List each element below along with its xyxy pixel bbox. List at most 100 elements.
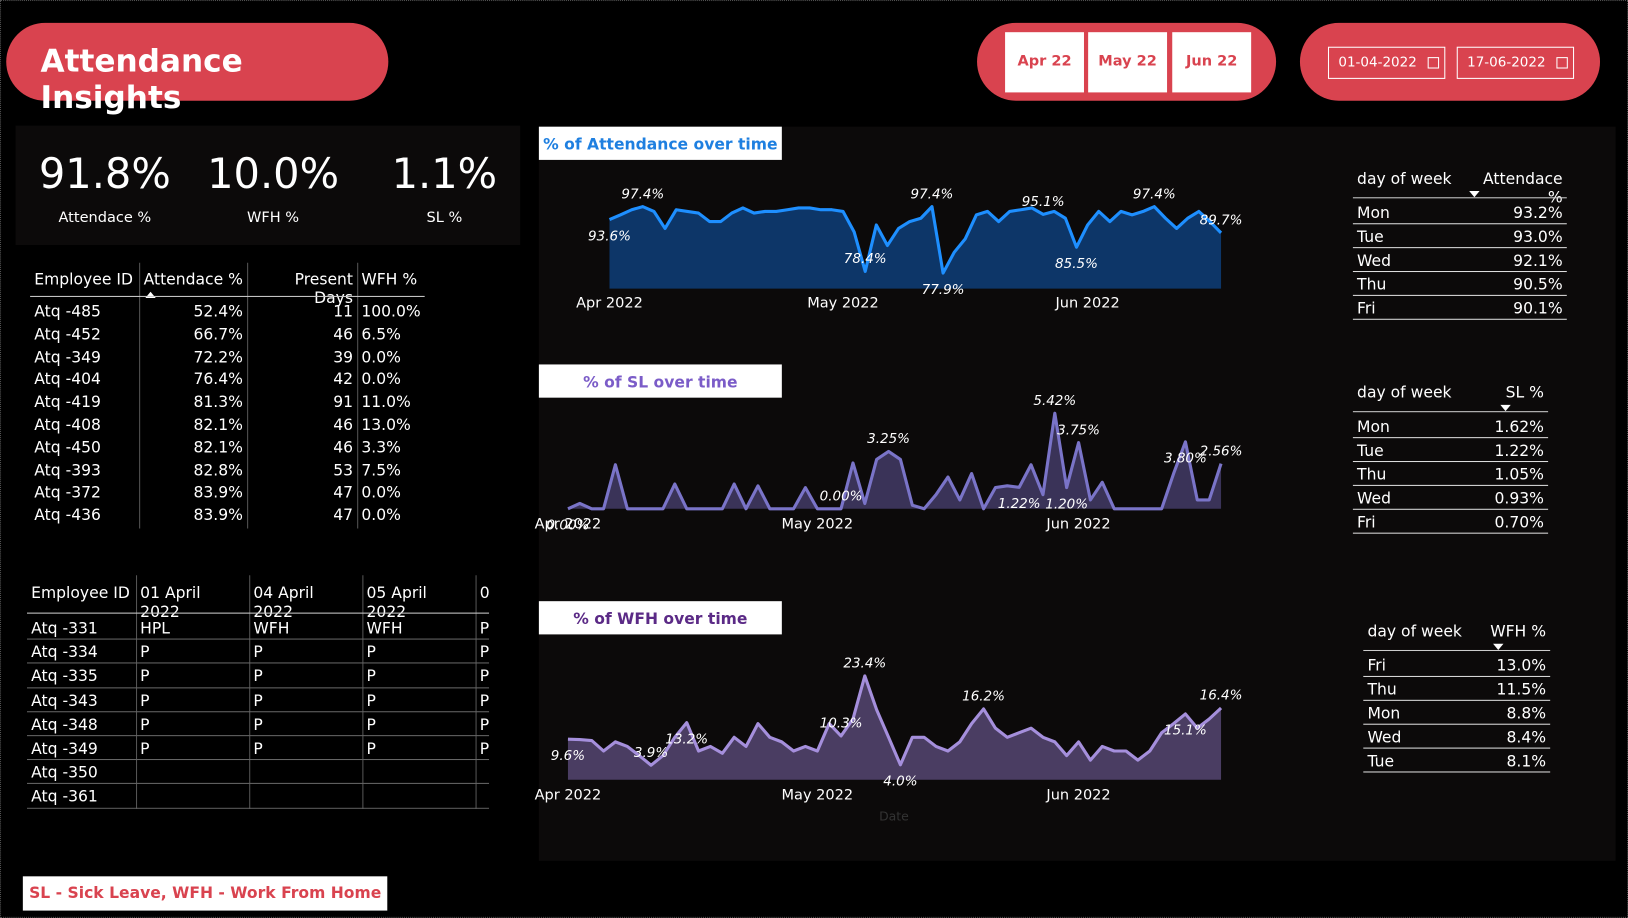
header-rule: [1352, 197, 1567, 199]
table-cell: 0.0%: [361, 505, 401, 525]
x-tick-label: May 2022: [807, 295, 879, 311]
table-cell: 82.8%: [193, 460, 243, 480]
table-cell: Thu: [1367, 680, 1397, 699]
table-cell: Atq -350: [31, 763, 98, 783]
area-fill: [567, 413, 1222, 509]
month-label: May 22: [1098, 52, 1157, 70]
table-cell: 53: [333, 460, 354, 480]
header-cell: Employee ID: [31, 583, 130, 603]
table-cell: Tue: [1367, 751, 1395, 771]
table-cell: P: [140, 666, 150, 686]
table-cell: P: [366, 666, 376, 686]
data-label: 95.1%: [1022, 194, 1065, 210]
data-label: 16.4%: [1200, 688, 1243, 704]
data-label: 16.2%: [962, 689, 1005, 705]
table-cell: P: [253, 666, 263, 686]
table-cell: 83.9%: [193, 505, 243, 525]
table-cell: 8.8%: [1506, 703, 1547, 723]
x-tick-label: Jun 2022: [1054, 295, 1119, 311]
table-cell: Atq -452: [34, 324, 101, 344]
kpi-value: 10.0%: [207, 150, 340, 199]
x-tick-label: May 2022: [782, 516, 854, 532]
chart-title-box: [538, 601, 782, 635]
header-cell: day of week: [1357, 383, 1452, 402]
table-cell: Atq -436: [34, 505, 101, 525]
table-cell: 76.4%: [193, 370, 243, 389]
data-label: 13.2%: [665, 731, 708, 747]
row-rule: [1363, 699, 1551, 701]
table-cell: Atq -408: [34, 415, 101, 435]
x-axis-title: Date: [879, 808, 909, 823]
table-cell: WFH: [253, 618, 290, 638]
table-cell: Tue: [1357, 227, 1384, 247]
month-button[interactable]: May 22: [1088, 32, 1168, 93]
table-cell: 0.0%: [361, 370, 401, 389]
row-rule: [26, 807, 490, 809]
month-button[interactable]: Jun 22: [1172, 32, 1252, 93]
data-label: 23.4%: [843, 656, 886, 672]
header-rule: [1352, 411, 1549, 413]
column-divider: [362, 575, 364, 809]
table-cell: 1.62%: [1494, 417, 1544, 437]
table-cell: 11.5%: [1496, 680, 1547, 699]
header-cell: SL %: [1505, 383, 1544, 402]
x-tick-label: Apr 2022: [535, 516, 602, 532]
row-rule: [26, 686, 490, 688]
month-button[interactable]: Apr 22: [1005, 32, 1084, 93]
table-cell: Atq -348: [31, 715, 98, 734]
data-label: 3.75%: [1057, 422, 1100, 438]
x-tick-label: Jun 2022: [1045, 516, 1110, 532]
employee-table-panel: Employee ID Attendace % Present Days WFH % A…: [15, 262, 521, 529]
data-label: 5.42%: [1033, 393, 1076, 409]
column-divider: [249, 575, 251, 809]
table-cell: 46: [333, 437, 354, 457]
table-cell: Fri: [1357, 512, 1376, 532]
area-line: [608, 205, 1223, 275]
table-cell: P: [479, 618, 490, 638]
table-cell: Atq -393: [34, 460, 101, 480]
table-cell: 100.0%: [361, 302, 421, 321]
table-cell: P: [253, 739, 263, 758]
dow-table: day of week SL % Mon 1.62% Tue 1.22% Thu 1.05% W…: [1352, 379, 1549, 545]
kpi-label: SL %: [426, 209, 463, 227]
table-cell: 13.0%: [1496, 656, 1547, 675]
table-cell: 0.0%: [361, 483, 401, 502]
data-label: 1.20%: [1045, 496, 1088, 512]
table-cell: P: [253, 715, 263, 734]
header-cell: Attendace %: [143, 269, 243, 289]
data-label: 15.1%: [1164, 723, 1207, 739]
chart-title-box: [538, 126, 782, 160]
chart-title: % of SL over time: [583, 373, 737, 391]
sort-arrow: [145, 291, 156, 298]
header-cell: WFH %: [361, 269, 418, 289]
table-cell: 8.1%: [1506, 751, 1547, 771]
table-cell: Wed: [1357, 489, 1392, 508]
table-cell: 91: [333, 392, 354, 412]
table-cell: Tue: [1357, 441, 1384, 460]
data-label: 77.9%: [922, 282, 965, 298]
table-cell: Atq -343: [31, 691, 98, 710]
table-cell: Atq -419: [34, 392, 101, 412]
date-box[interactable]: 17-06-2022: [1456, 46, 1575, 79]
area-line: [567, 411, 1223, 511]
row-rule: [1363, 675, 1551, 677]
data-label: 97.4%: [1133, 186, 1176, 202]
table-cell: 8.4%: [1506, 727, 1547, 747]
chart-title: % of WFH over time: [573, 610, 747, 628]
header-rule: [1363, 649, 1551, 652]
kpi-label: Attendace %: [58, 209, 152, 227]
data-label: 97.4%: [911, 186, 954, 202]
table-cell: Fri: [1357, 299, 1376, 318]
header-cell: day of week: [1357, 169, 1452, 188]
data-label: 3.9%: [634, 745, 668, 761]
x-tick-label: Apr 2022: [576, 295, 643, 311]
x-tick-label: Jun 2022: [1045, 787, 1110, 803]
data-label: 10.3%: [820, 716, 863, 732]
date-box[interactable]: 01-04-2022: [1327, 46, 1446, 79]
table-cell: P: [366, 739, 376, 758]
table-cell: 1.05%: [1494, 465, 1544, 484]
calendar-icon: [1427, 57, 1440, 69]
area-fill: [567, 675, 1222, 780]
header-cell: Employee ID: [34, 269, 133, 289]
table-cell: P: [366, 642, 376, 662]
